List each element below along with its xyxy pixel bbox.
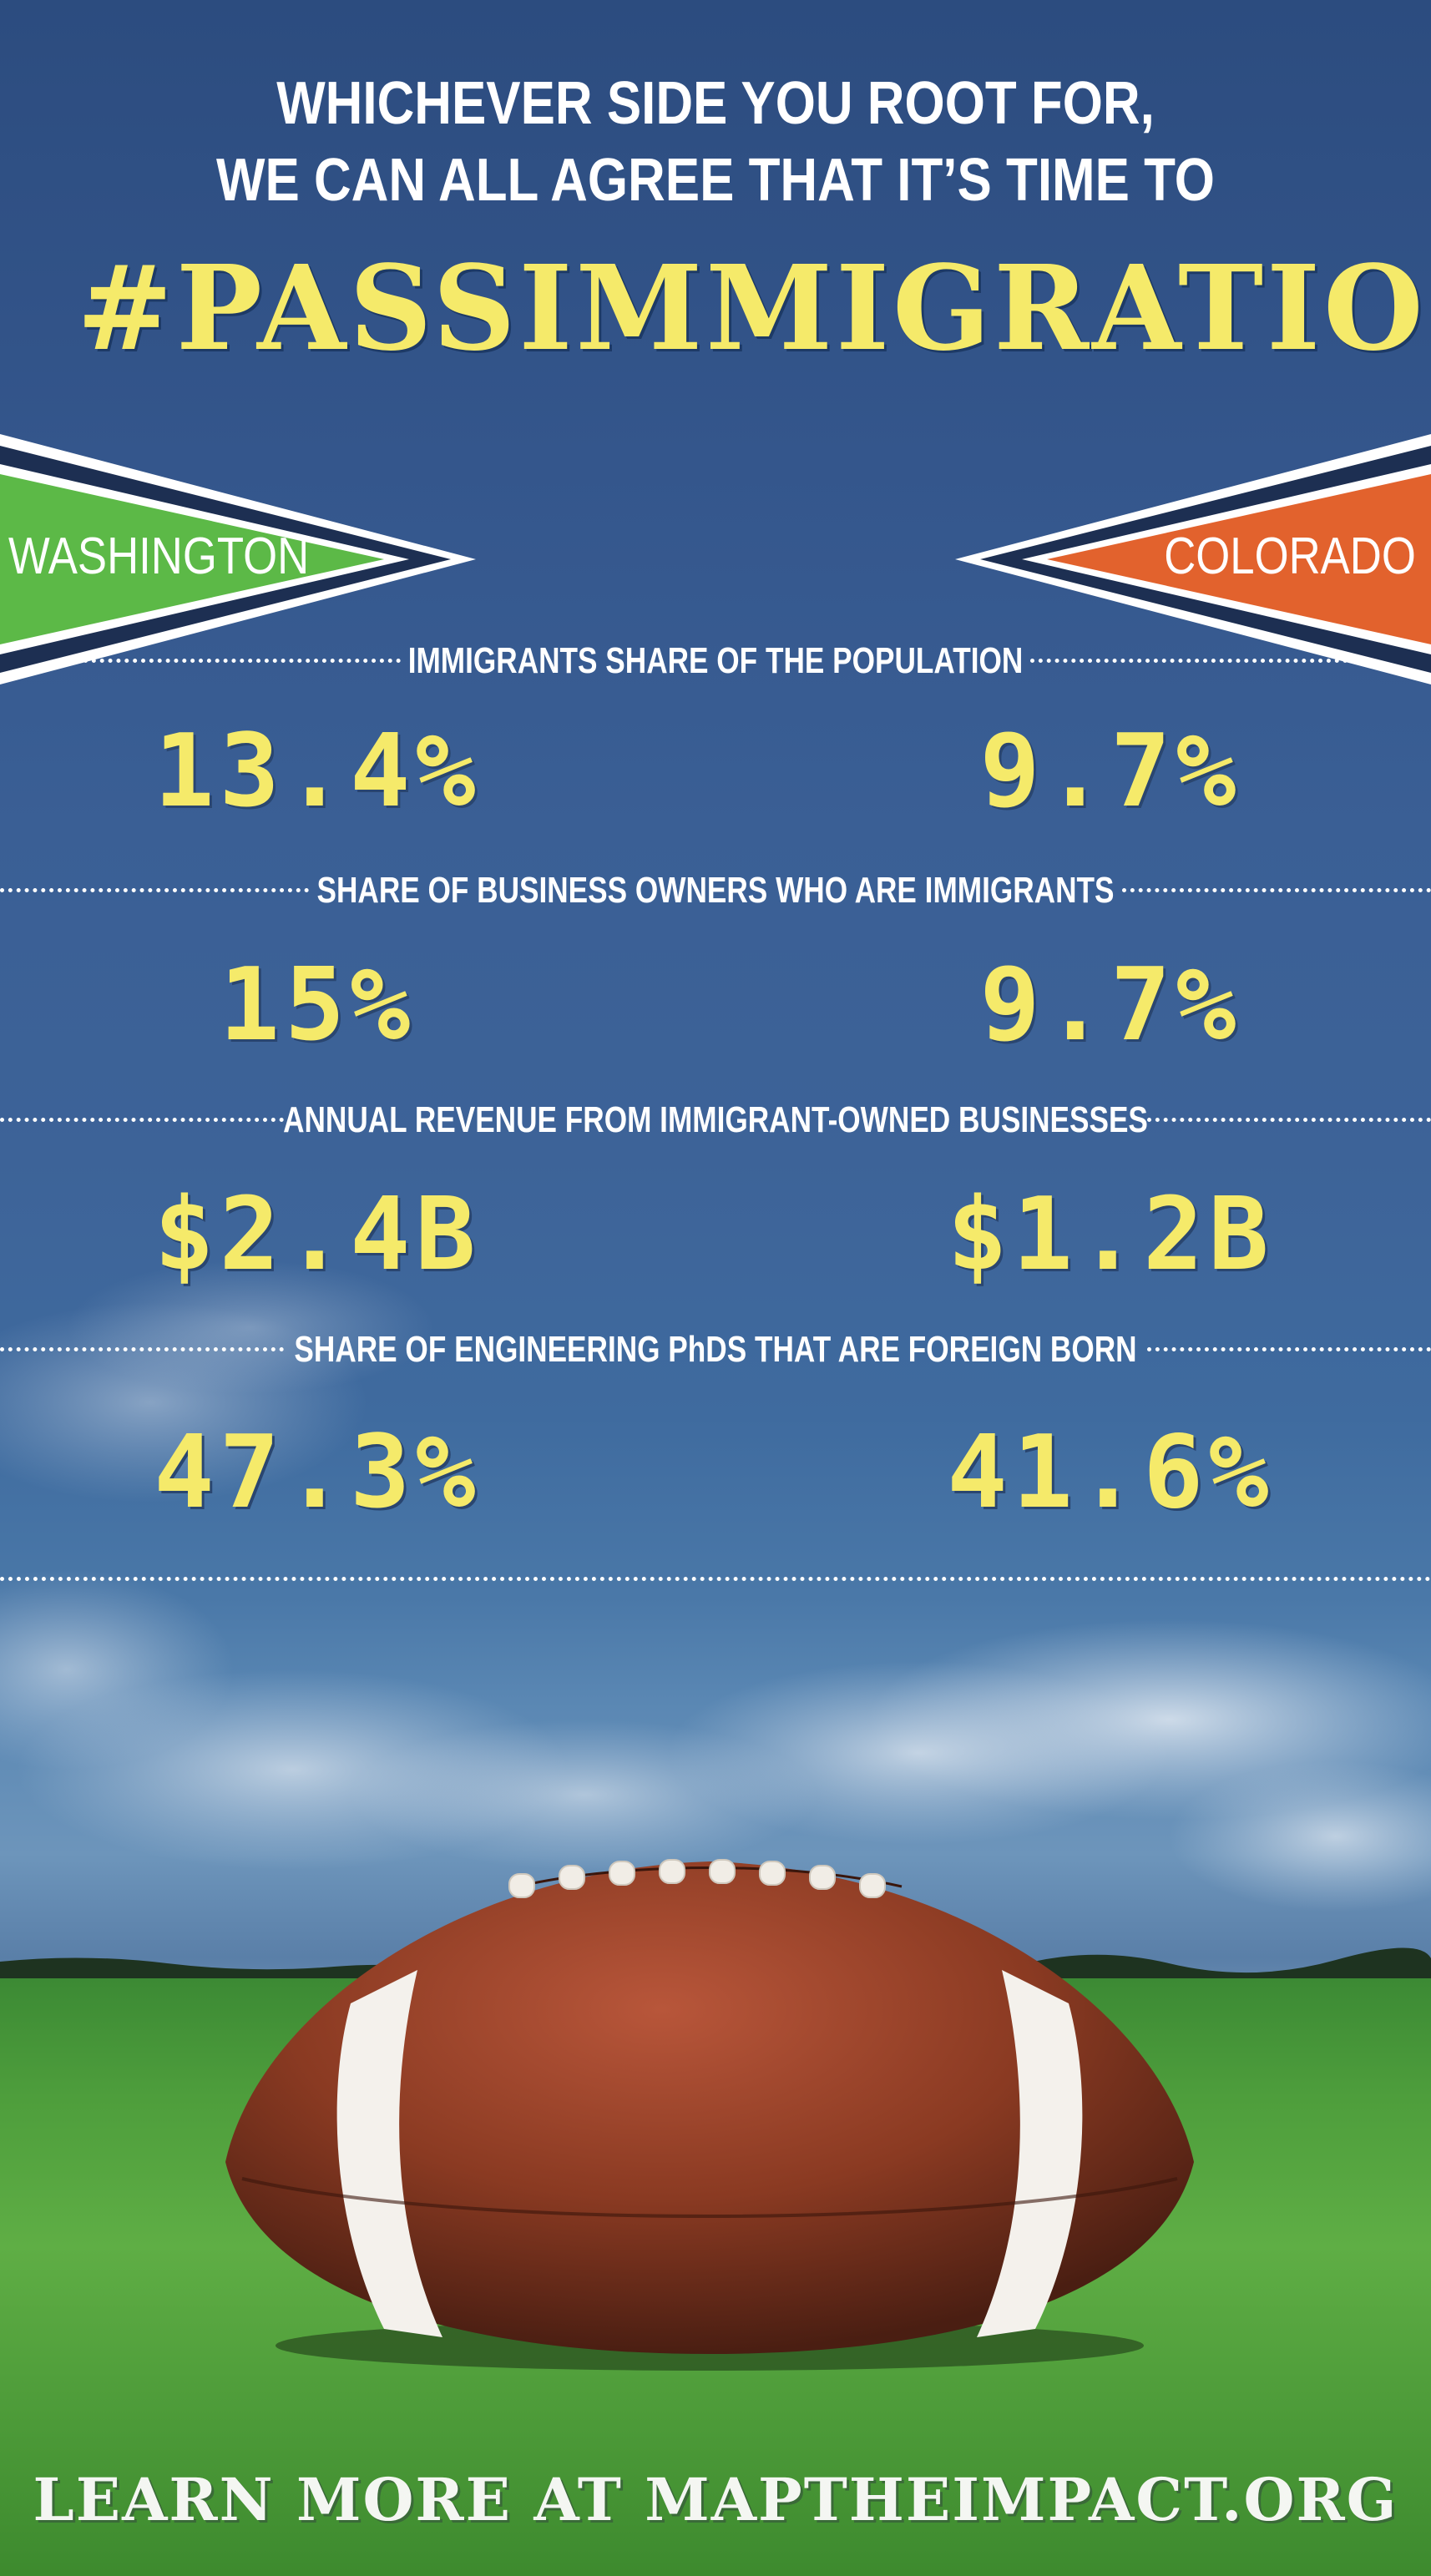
colorado-stat-value: 41.6%: [947, 1415, 1274, 1531]
washington-stat-value: 15%: [219, 947, 416, 1063]
washington-stat-value: 13.4%: [154, 714, 481, 830]
headline: WHICHEVER SIDE YOU ROOT FOR, WE CAN ALL …: [100, 65, 1331, 219]
headline-line-1: WHICHEVER SIDE YOU ROOT FOR,: [276, 70, 1155, 137]
stat-label: SHARE OF BUSINESS OWNERS WHO ARE IMMIGRA…: [316, 870, 1115, 911]
washington-stat-value: 47.3%: [154, 1415, 481, 1531]
dotted-line: [1030, 659, 1348, 663]
colorado-pennant: [955, 434, 1431, 684]
dotted-line: [0, 888, 309, 892]
headline-line-2: WE CAN ALL AGREE THAT IT’S TIME TO: [216, 147, 1215, 214]
stat-label: IMMIGRANTS SHARE OF THE POPULATION: [407, 640, 1024, 681]
stat-label: ANNUAL REVENUE FROM IMMIGRANT-OWNED BUSI…: [283, 1099, 1148, 1140]
colorado-stat-value: 9.7%: [979, 714, 1241, 830]
dotted-line: [0, 1347, 284, 1351]
hashtag-text: #PASSIMMIGRATION: [77, 240, 1431, 377]
washington-label: WASHINGTON: [8, 528, 310, 585]
cloud-background: [0, 1260, 1431, 1912]
colorado-stat-value: 9.7%: [979, 947, 1241, 1063]
stat-label-row: ANNUAL REVENUE FROM IMMIGRANT-OWNED BUSI…: [0, 1102, 1431, 1139]
hashtag-title: #PASSIMMIGRATION: [77, 242, 1431, 376]
stat-label: SHARE OF ENGINEERING PhDS THAT ARE FOREI…: [294, 1329, 1137, 1370]
washington-pennant: [0, 434, 476, 684]
dotted-line: [0, 1577, 1431, 1581]
dotted-line: [0, 1118, 284, 1122]
stat-label-row: IMMIGRANTS SHARE OF THE POPULATION: [0, 640, 1431, 681]
colorado-stat-value: $1.2B: [947, 1177, 1274, 1293]
dotted-line: [83, 659, 401, 663]
stat-label-row: SHARE OF BUSINESS OWNERS WHO ARE IMMIGRA…: [0, 870, 1431, 911]
colorado-label: COLORADO: [1164, 528, 1416, 585]
dotted-line: [1147, 1118, 1431, 1122]
stat-label-row: SHARE OF ENGINEERING PhDS THAT ARE FOREI…: [0, 1329, 1431, 1370]
dotted-line: [1147, 1347, 1431, 1351]
dotted-line: [1122, 888, 1431, 892]
bottom-dotted-divider: [0, 1561, 1431, 1594]
football-image: [225, 1859, 1194, 2371]
washington-stat-value: $2.4B: [154, 1177, 481, 1293]
footer-cta: LEARN MORE AT MAPTHEIMPACT.ORG: [33, 2465, 1398, 2534]
